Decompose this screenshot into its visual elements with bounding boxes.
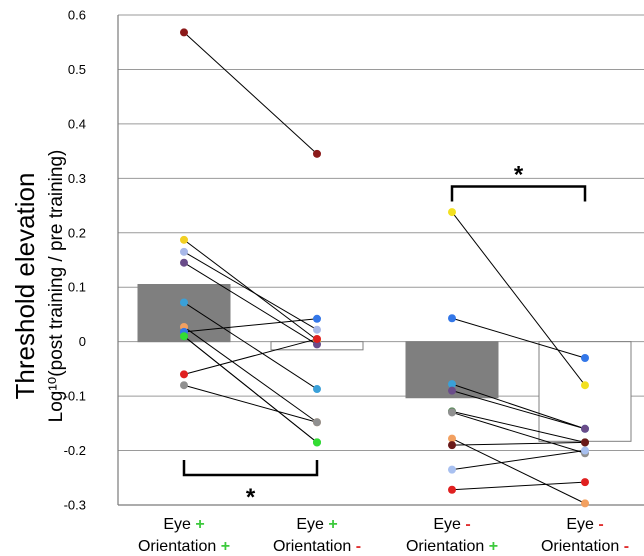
x-label-orientation-text: Orientation <box>138 538 221 555</box>
pair-line <box>183 338 318 375</box>
data-point <box>448 408 456 417</box>
x-category-labels: Eye +Orientation +Eye +Orientation -Eye … <box>138 516 629 555</box>
pair-line <box>451 410 586 443</box>
significance-star: * <box>514 162 524 189</box>
pair-line <box>451 438 586 504</box>
x-label-eye-sign: + <box>328 516 337 533</box>
x-label-orientation: Orientation - <box>273 538 361 555</box>
data-point <box>581 424 589 433</box>
x-label-eye-text: Eye <box>566 516 598 533</box>
data-point <box>313 334 321 343</box>
significance-bracket <box>182 460 319 477</box>
y-axis-title: Threshold elevation <box>10 173 40 400</box>
x-label-eye-text: Eye <box>163 516 195 533</box>
significance-star: * <box>246 484 256 511</box>
data-point <box>313 314 321 323</box>
y-tick-label: 0.1 <box>68 280 86 295</box>
y-tick-label: 0.6 <box>68 8 86 23</box>
data-point <box>448 441 456 450</box>
data-point <box>581 438 589 447</box>
data-point <box>313 325 321 334</box>
data-point <box>180 247 188 256</box>
y-tick-label: -0.1 <box>64 389 86 404</box>
pair-line <box>451 383 586 430</box>
data-point <box>313 149 321 158</box>
pair-line <box>183 384 318 423</box>
y-tick-labels: 0.6 0.5 0.4 0.3 0.2 0.1 0 -0.1 -0.2 -0.3 <box>64 8 86 513</box>
pair-line <box>183 262 318 345</box>
pair-line <box>183 251 318 331</box>
significance-bracket <box>450 185 587 202</box>
data-point <box>313 418 321 427</box>
y-tick-label: 0 <box>79 334 86 349</box>
pair-line <box>451 411 586 454</box>
data-point <box>581 499 589 508</box>
x-label-orientation: Orientation - <box>541 538 629 555</box>
data-point <box>581 354 589 362</box>
x-label-orientation: Orientation + <box>406 538 498 555</box>
pair-line <box>183 239 318 341</box>
data-point <box>180 332 188 341</box>
data-point <box>448 485 456 494</box>
data-point <box>313 438 321 447</box>
y-axis-subtitle: Log¹⁰(post training / pre training) <box>46 150 67 423</box>
x-label-eye: Eye + <box>163 516 204 533</box>
y-tick-label: -0.3 <box>64 498 86 513</box>
paired-lines <box>180 28 589 508</box>
data-point <box>448 208 456 217</box>
data-point <box>448 434 456 443</box>
pair-line <box>183 326 318 423</box>
x-label-eye: Eye - <box>566 516 603 533</box>
x-label-orientation-text: Orientation <box>406 538 489 555</box>
y-tick-label: 0.3 <box>68 171 86 186</box>
x-label-orientation-sign: + <box>221 538 230 555</box>
data-point <box>180 370 188 379</box>
data-point <box>448 386 456 395</box>
x-label-eye-sign: - <box>598 516 603 533</box>
x-label-eye-sign: - <box>465 516 470 533</box>
y-tick-label: -0.2 <box>64 443 86 458</box>
data-point <box>448 380 456 389</box>
x-label-orientation-sign: + <box>489 538 498 555</box>
data-point <box>581 446 589 455</box>
data-point <box>180 381 188 390</box>
x-label-orientation-text: Orientation <box>273 538 356 555</box>
x-label-orientation: Orientation + <box>138 538 230 555</box>
x-label-eye: Eye - <box>433 516 470 533</box>
pair-line <box>451 481 586 491</box>
data-point <box>313 385 321 394</box>
data-point <box>180 28 188 37</box>
pair-line <box>183 335 318 443</box>
x-label-orientation-sign: - <box>624 538 629 555</box>
data-point <box>180 258 188 267</box>
pair-line <box>451 211 586 386</box>
data-point <box>180 235 188 244</box>
significance-brackets: ** <box>182 162 587 511</box>
pair-line <box>183 32 318 155</box>
pair-line <box>183 302 318 390</box>
data-point <box>581 381 589 390</box>
data-point <box>180 298 188 307</box>
x-label-eye-sign: + <box>195 516 204 533</box>
pair-line <box>183 318 318 333</box>
y-tick-label: 0.5 <box>68 62 86 77</box>
pair-line <box>451 441 586 446</box>
x-label-orientation-sign: - <box>356 538 361 555</box>
x-label-eye-text: Eye <box>296 516 328 533</box>
pair-line <box>451 317 586 359</box>
bars <box>137 284 632 442</box>
x-label-orientation-text: Orientation <box>541 538 624 555</box>
pair-line <box>451 390 586 430</box>
x-label-eye: Eye + <box>296 516 337 533</box>
data-point <box>581 478 589 487</box>
data-point <box>448 465 456 474</box>
y-tick-label: 0.2 <box>68 225 86 240</box>
y-tick-label: 0.4 <box>68 116 86 131</box>
data-point <box>448 314 456 323</box>
pair-line <box>451 450 586 471</box>
x-label-eye-text: Eye <box>433 516 465 533</box>
